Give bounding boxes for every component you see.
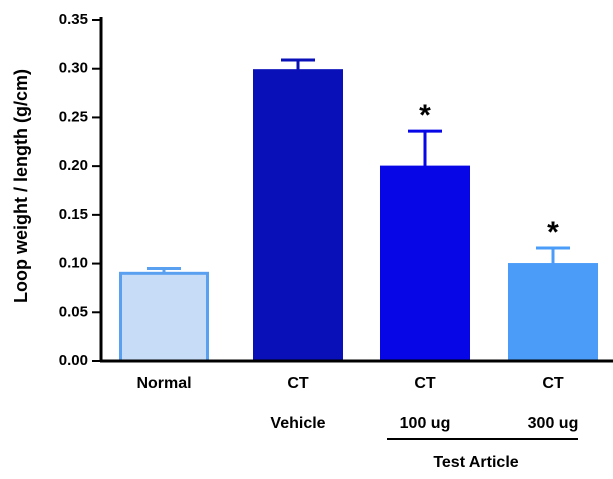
bar	[119, 271, 209, 363]
y-axis-label: Loop weight / length (g/cm)	[11, 69, 31, 303]
y-tick-label: 0.15	[59, 206, 88, 223]
y-tick-label: 0.00	[59, 352, 88, 369]
y-tick-label: 0.30	[59, 60, 88, 77]
y-tick-label: 0.25	[59, 108, 88, 125]
x-sub-label: 300 ug	[528, 415, 579, 432]
significance-marker: *	[547, 216, 559, 249]
y-axis-label-group: Loop weight / length (g/cm)	[11, 69, 31, 303]
x-axis-labels: Normal CT Vehicle CT 100 ug CT 300 ug	[136, 375, 578, 432]
bar	[508, 263, 598, 363]
y-tick-label: 0.35	[59, 11, 88, 28]
x-tick-label: CT	[542, 375, 564, 392]
y-axis-ticks: 0.00 0.05 0.10 0.15 0.20 0.25 0.30 0.35	[59, 11, 101, 369]
y-tick-label: 0.20	[59, 157, 88, 174]
y-tick-label: 0.05	[59, 303, 88, 320]
x-sub-label: 100 ug	[400, 415, 451, 432]
y-tick-label: 0.10	[59, 255, 88, 272]
bar	[253, 69, 343, 363]
bars: **	[119, 58, 598, 363]
group-label: Test Article	[433, 454, 518, 471]
x-tick-label: Normal	[136, 375, 191, 392]
x-tick-label: CT	[414, 375, 436, 392]
x-sub-label: Vehicle	[270, 415, 325, 432]
bar	[380, 165, 470, 363]
significance-marker: *	[419, 99, 431, 132]
x-tick-label: CT	[287, 375, 309, 392]
